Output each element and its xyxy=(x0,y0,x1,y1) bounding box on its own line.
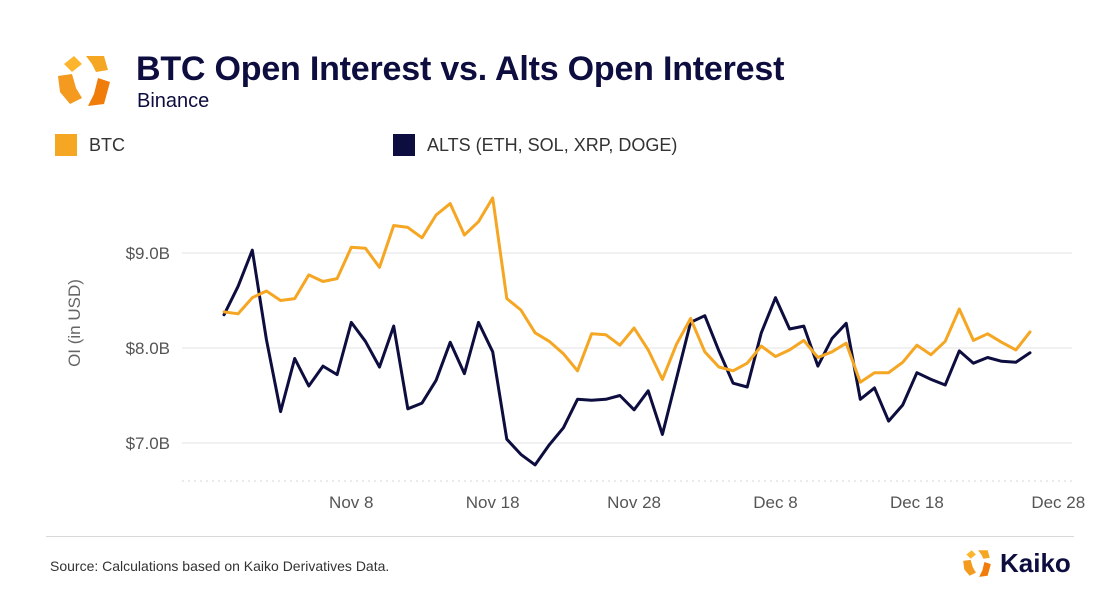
kaiko-brand: Kaiko xyxy=(960,546,1071,580)
source-note: Source: Calculations based on Kaiko Deri… xyxy=(50,558,390,574)
x-tick-label: Dec 28 xyxy=(1031,493,1085,512)
footer-divider xyxy=(46,536,1074,537)
x-tick-label: Nov 18 xyxy=(466,493,520,512)
kaiko-wordmark: Kaiko xyxy=(1000,547,1071,578)
chart-title: BTC Open Interest vs. Alts Open Interest xyxy=(136,50,785,88)
x-tick-label: Nov 8 xyxy=(329,493,373,512)
y-tick-label: $9.0B xyxy=(126,244,170,263)
legend-swatch-btc xyxy=(55,134,77,156)
y-axis-title: OI (in USD) xyxy=(65,279,84,367)
series-lines xyxy=(222,196,1032,467)
y-tick-label: $7.0B xyxy=(126,434,170,453)
y-tick-label: $8.0B xyxy=(126,339,170,358)
series-line-alts xyxy=(222,248,1032,467)
kaiko-brand-icon xyxy=(963,550,991,577)
grid-lines xyxy=(182,252,1072,482)
x-tick-label: Dec 18 xyxy=(890,493,944,512)
legend-swatch-alts xyxy=(393,134,415,156)
x-tick-label: Dec 8 xyxy=(753,493,797,512)
kaiko-logo-icon xyxy=(58,56,110,106)
series-line-btc xyxy=(222,196,1032,384)
legend-item-btc: BTC xyxy=(55,134,125,156)
legend-item-alts: ALTS (ETH, SOL, XRP, DOGE) xyxy=(393,134,677,156)
chart-subtitle: Binance xyxy=(137,90,210,112)
legend-label-alts: ALTS (ETH, SOL, XRP, DOGE) xyxy=(427,134,678,155)
legend-label-btc: BTC xyxy=(89,134,125,155)
x-tick-label: Nov 28 xyxy=(607,493,661,512)
axes: $7.0B $8.0B $9.0B Nov 8 Nov 18 Nov 28 Dec 8 Dec… xyxy=(65,244,1085,512)
